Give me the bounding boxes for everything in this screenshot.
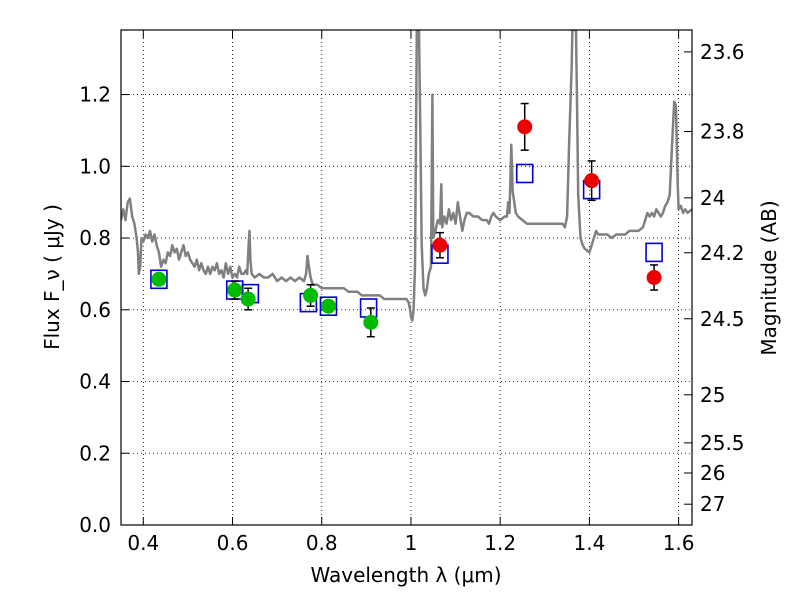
y-tick-label: 0.8	[79, 226, 111, 250]
y2-tick-label: 25.5	[700, 431, 745, 455]
x-tick-label: 0.4	[127, 531, 159, 555]
nir-point	[517, 119, 533, 135]
model-photometry-square	[645, 242, 663, 263]
optical-point	[303, 287, 319, 303]
optical-point	[227, 282, 243, 298]
y-tick-label: 0.2	[79, 441, 111, 465]
optical-point	[363, 314, 379, 330]
optical-point	[320, 298, 336, 314]
model-photometry-square	[515, 163, 534, 184]
x-axis-title: Wavelength λ (μm)	[310, 563, 501, 587]
y-tick-label: 0.0	[79, 513, 111, 537]
y2-tick-label: 24.5	[700, 307, 745, 331]
nir-point	[584, 173, 600, 189]
y-tick-label: 1.2	[79, 83, 111, 107]
y2-tick-label: 27	[700, 492, 725, 516]
optical-point	[151, 271, 167, 287]
plot-frame	[120, 29, 693, 526]
y2-axis-title: Magnitude (AB)	[757, 200, 781, 355]
x-tick-label: 1.6	[663, 531, 695, 555]
y2-tick-label: 23.8	[700, 120, 745, 144]
y2-tick-label: 25	[700, 383, 725, 407]
model-photometry-square	[319, 296, 338, 316]
x-tick-label: 1.4	[573, 531, 605, 555]
y2-tick-label: 24	[700, 186, 725, 210]
model-photometry-square	[150, 269, 168, 290]
model-spectrum-line	[121, 30, 692, 322]
x-tick-label: 1.2	[484, 531, 516, 555]
y2-tick-label: 26	[700, 461, 725, 485]
axis-ticks: 0.4 0.6 0.8 1 1.2 1.4 1.6 0.0 0.2 0.4 0.6 0.8 1.0 1.2…	[79, 30, 745, 555]
x-tick-label: 0.8	[306, 531, 338, 555]
data-markers	[150, 102, 663, 338]
y2-tick-label: 23.6	[700, 40, 745, 64]
optical-point	[240, 291, 256, 307]
nir-point	[646, 270, 662, 285]
y-tick-label: 0.6	[79, 298, 111, 322]
y2-tick-label: 24.2	[700, 241, 745, 265]
y-axis-title: Flux F_ν ( μJy )	[40, 204, 64, 350]
x-tick-label: 1	[405, 531, 418, 555]
nir-point	[432, 237, 448, 253]
y-tick-label: 1.0	[79, 154, 111, 178]
grid	[121, 30, 692, 526]
x-tick-label: 0.6	[217, 531, 249, 555]
y-tick-label: 0.4	[79, 370, 111, 394]
